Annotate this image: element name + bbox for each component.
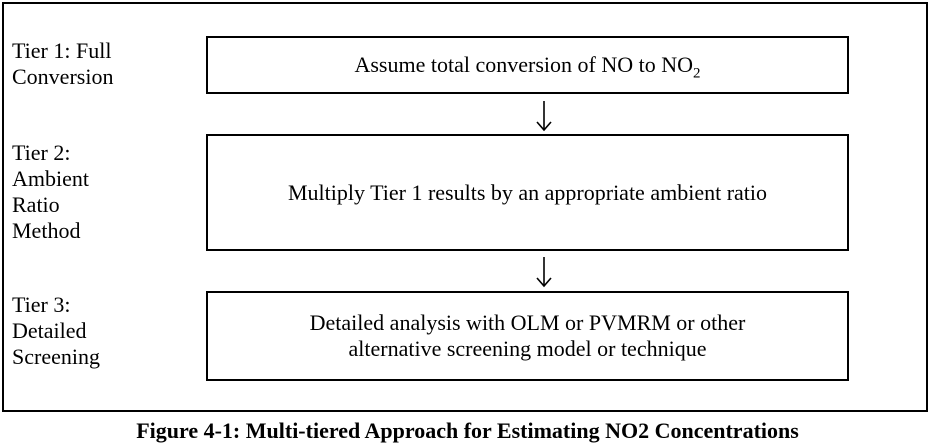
tier-3-label-line-1: Tier 3: bbox=[12, 292, 71, 317]
tier-2-label-line-1: Tier 2: bbox=[12, 140, 71, 165]
tier-1-box: Assume total conversion of NO to NO2 bbox=[206, 36, 849, 94]
diagram-frame bbox=[2, 2, 928, 412]
figure-caption: Figure 4-1: Multi-tiered Approach for Es… bbox=[136, 418, 799, 443]
arrow-down-icon bbox=[536, 257, 552, 288]
tier-1-box-text: Assume total conversion of NO to NO2 bbox=[354, 52, 701, 82]
tier-1-box-text-main: Assume total conversion of NO to NO bbox=[354, 52, 693, 77]
arrow-down-icon bbox=[536, 101, 552, 132]
tier-2-label-line-2: Ambient bbox=[12, 166, 89, 191]
tier-2-box-text: Multiply Tier 1 results by an appropriat… bbox=[287, 179, 768, 205]
tier-3-box-line-2: alternative screening model or technique bbox=[348, 336, 707, 361]
tier-3-label-line-2: Detailed bbox=[12, 318, 87, 343]
tier-2-label-line-4: Method bbox=[12, 218, 81, 243]
tier-1-label-line-1: Tier 1: Full bbox=[12, 38, 112, 63]
tier-3-label-line-3: Screening bbox=[12, 344, 100, 369]
tier-2-label-line-3: Ratio bbox=[12, 192, 60, 217]
tier-1-label-line-2: Conversion bbox=[12, 64, 114, 89]
tier-3-box-line-1: Detailed analysis with OLM or PVMRM or o… bbox=[309, 310, 746, 335]
tier-3-label: Tier 3: Detailed Screening bbox=[12, 292, 100, 370]
tier-3-box-text: Detailed analysis with OLM or PVMRM or o… bbox=[310, 310, 746, 362]
tier-3-box: Detailed analysis with OLM or PVMRM or o… bbox=[206, 291, 849, 381]
tier-2-box: Multiply Tier 1 results by an appropriat… bbox=[206, 134, 849, 251]
tier-1-label: Tier 1: Full Conversion bbox=[12, 38, 113, 90]
tier-1-box-text-subscript: 2 bbox=[693, 65, 701, 82]
tier-2-label: Tier 2: Ambient Ratio Method bbox=[12, 140, 89, 244]
